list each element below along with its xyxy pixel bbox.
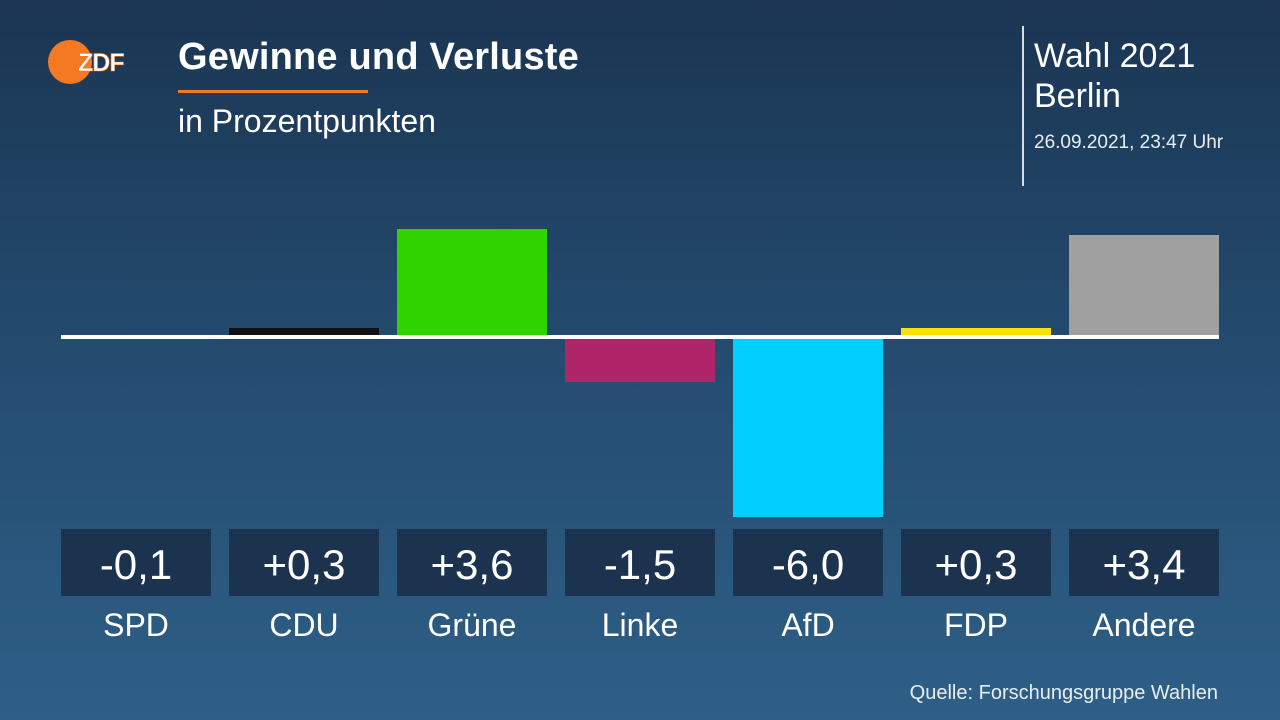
baseline [61,335,1219,339]
value-label-andere: +3,4 [1103,541,1186,588]
value-label-fdp: +0,3 [935,541,1018,588]
zdf-logo: ZDF [48,40,126,84]
value-box-linke [565,529,715,596]
value-label-gr-ne: +3,6 [431,541,514,588]
chart-subtitle: in Prozentpunkten [178,103,436,139]
bar-andere [1069,235,1219,337]
svg-text:ZDF: ZDF [78,49,124,77]
category-label-linke: Linke [602,607,679,643]
value-box-gr-ne [397,529,547,596]
value-box-andere [1069,529,1219,596]
value-box-cdu [229,529,379,596]
value-box-spd [61,529,211,596]
election-info: Wahl 2021 Berlin [1034,36,1195,116]
election-name: Wahl 2021 [1034,37,1196,75]
chart-title: Gewinne und Verluste [178,36,579,78]
category-label-gr-ne: Grüne [428,607,517,643]
bar-afd [733,337,883,517]
timestamp: 26.09.2021, 23:47 Uhr [1034,132,1224,153]
value-box-fdp [901,529,1051,596]
value-label-afd: -6,0 [772,541,844,588]
value-label-linke: -1,5 [604,541,676,588]
category-label-fdp: FDP [944,607,1008,643]
value-box-afd [733,529,883,596]
bar-fdp [901,328,1051,337]
value-label-cdu: +0,3 [263,541,346,588]
bar-linke [565,337,715,382]
category-label-cdu: CDU [269,607,338,643]
bar-gr-ne [397,229,547,337]
header-divider [1022,26,1024,186]
bar-cdu [229,328,379,337]
value-label-spd: -0,1 [100,541,172,588]
source-note: Quelle: Forschungsgruppe Wahlen [909,682,1218,704]
category-label-spd: SPD [103,607,169,643]
category-label-andere: Andere [1092,607,1195,643]
category-label-afd: AfD [781,607,834,643]
election-region: Berlin [1034,77,1121,115]
title-underline [178,90,368,93]
